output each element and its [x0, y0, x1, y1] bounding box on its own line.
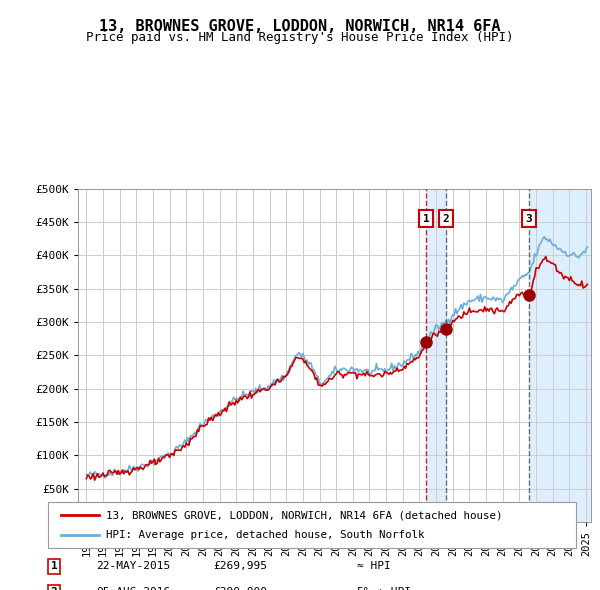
Text: 3: 3: [526, 214, 532, 224]
Text: 22-MAY-2015: 22-MAY-2015: [96, 562, 170, 571]
Text: £269,995: £269,995: [213, 562, 267, 571]
Text: HPI: Average price, detached house, South Norfolk: HPI: Average price, detached house, Sout…: [106, 530, 425, 539]
Text: £290,000: £290,000: [213, 588, 267, 590]
Text: 5% ↓ HPI: 5% ↓ HPI: [357, 588, 411, 590]
Text: 1: 1: [50, 562, 58, 571]
Text: 2: 2: [50, 588, 58, 590]
Text: 13, BROWNES GROVE, LODDON, NORWICH, NR14 6FA (detached house): 13, BROWNES GROVE, LODDON, NORWICH, NR14…: [106, 510, 503, 520]
Text: 13, BROWNES GROVE, LODDON, NORWICH, NR14 6FA: 13, BROWNES GROVE, LODDON, NORWICH, NR14…: [99, 19, 501, 34]
Text: 05-AUG-2016: 05-AUG-2016: [96, 588, 170, 590]
Text: ≈ HPI: ≈ HPI: [357, 562, 391, 571]
Bar: [426, 189, 446, 522]
Text: 1: 1: [422, 214, 430, 224]
Text: 2: 2: [443, 214, 449, 224]
Text: Price paid vs. HM Land Registry's House Price Index (HPI): Price paid vs. HM Land Registry's House …: [86, 31, 514, 44]
Bar: [529, 189, 591, 522]
